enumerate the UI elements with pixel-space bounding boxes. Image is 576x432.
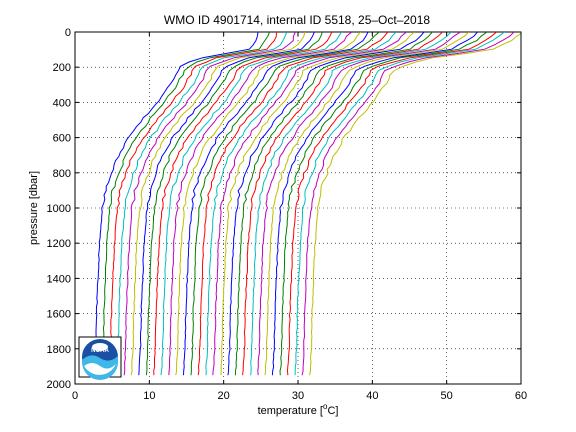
profile-line (309, 33, 521, 376)
profile-line (108, 32, 277, 376)
profile-line (242, 32, 443, 376)
profile-line (234, 32, 433, 376)
profile-line (138, 32, 315, 376)
y-tick-label: 1600 (47, 309, 71, 321)
profile-line (264, 32, 470, 376)
y-tick-label: 600 (53, 133, 71, 145)
profile-line (212, 32, 407, 376)
profile-line (227, 32, 425, 376)
y-tick-label: 200 (53, 62, 71, 74)
x-tick-label: 60 (515, 390, 527, 402)
profile-line (205, 32, 397, 376)
profiles-layer (93, 32, 521, 376)
profile-line (271, 32, 478, 376)
profile-line (220, 32, 415, 376)
grid (75, 32, 521, 384)
x-tick-label: 50 (441, 390, 453, 402)
profile-line (250, 32, 452, 376)
profile-line (279, 32, 488, 376)
y-tick-label: 1200 (47, 238, 71, 250)
profile-line (286, 32, 497, 376)
noaa-logo-wave-highlight (84, 363, 116, 375)
y-tick-label: 1000 (47, 203, 71, 215)
profile-line (168, 32, 353, 376)
profile-line (130, 32, 306, 376)
profile-line (190, 32, 380, 376)
axis-ticks (74, 31, 522, 385)
x-tick-label: 0 (72, 390, 78, 402)
profile-line (257, 32, 461, 376)
profile-line (160, 32, 343, 376)
x-tick-label: 10 (143, 390, 155, 402)
profile-line (145, 32, 323, 376)
profile-line (93, 32, 259, 376)
profile-line (197, 32, 389, 376)
y-tick-label: 2000 (47, 379, 71, 391)
y-axis-label: pressure [dbar] (28, 171, 40, 245)
x-tick-label: 30 (292, 390, 304, 402)
x-tick-label: 20 (218, 390, 230, 402)
noaa-logo: NOAA (78, 336, 122, 380)
profile-line (183, 32, 369, 376)
y-tick-label: 400 (53, 97, 71, 109)
noaa-logo-bird (92, 343, 108, 351)
x-tick-labels: 0 10 20 30 40 50 60 (72, 390, 527, 402)
y-tick-label: 1800 (47, 344, 71, 356)
profile-line (301, 32, 515, 376)
x-axis-label: temperature [oC] (258, 402, 339, 417)
x-axis-label-prefix: temperature [ (258, 405, 323, 417)
y-tick-labels: 0 200 400 600 800 1000 1200 1400 1600 1800 2000 (47, 27, 71, 391)
profile-line (153, 32, 333, 376)
x-axis-label-suffix: C] (327, 405, 338, 417)
profile-line (175, 32, 361, 376)
x-tick-label: 40 (366, 390, 378, 402)
noaa-logo-text: NOAA (91, 348, 109, 354)
profile-line (101, 32, 271, 376)
x-axis-label-degree: o (323, 402, 328, 411)
y-tick-label: 800 (53, 168, 71, 180)
chart-title: WMO ID 4901714, internal ID 5518, 25–Oct… (164, 13, 430, 27)
profile-series-group (93, 32, 521, 376)
profile-line (116, 32, 288, 376)
profile-line (123, 32, 296, 376)
y-tick-label: 1400 (47, 273, 71, 285)
y-tick-label: 0 (65, 27, 71, 39)
profile-line (294, 32, 505, 376)
